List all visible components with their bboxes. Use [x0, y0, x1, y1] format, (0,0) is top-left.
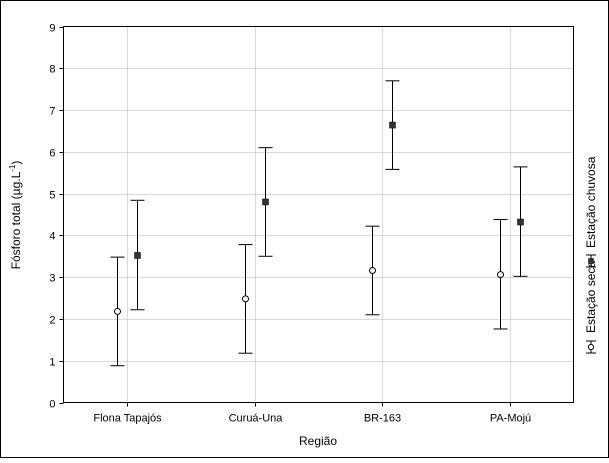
- mean-point-seca: [114, 307, 121, 315]
- y-axis-label-main: Fósforo total (µg.L: [9, 171, 23, 269]
- y-tick-label: 7: [49, 106, 55, 118]
- errorbar-chuvosa: [258, 147, 273, 257]
- errorbar-chuvosa: [513, 166, 528, 277]
- x-axis: Flona Tapajós Curuá-Una BR-163 PA-Mojú: [93, 402, 531, 425]
- x-tick-label: Curuá-Una: [229, 413, 284, 425]
- x-tick-label: PA-Mojú: [490, 413, 531, 425]
- y-tick-label: 0: [49, 399, 55, 411]
- y-tick-label: 4: [49, 231, 55, 243]
- x-tick-label: BR-163: [364, 413, 401, 425]
- legend-item-seca: Estação seca: [584, 261, 598, 354]
- legend-label-seca: Estação seca: [584, 261, 598, 333]
- legend-marker-chuvosa: [586, 254, 596, 268]
- y-axis-label-exponent: -1: [8, 164, 17, 172]
- mean-point-chuvosa: [517, 218, 524, 226]
- x-axis-label: Região: [299, 434, 337, 448]
- plot-area: [63, 26, 574, 403]
- y-tick-label: 3: [49, 273, 55, 285]
- y-tick-label: 9: [49, 23, 55, 35]
- y-tick-label: 1: [49, 357, 55, 369]
- errorbar-seca: [493, 219, 508, 330]
- data-marks: [110, 80, 528, 367]
- mean-point-chuvosa: [262, 198, 269, 206]
- errorbar-chuvosa: [130, 199, 145, 311]
- mean-point-chuvosa: [134, 252, 141, 259]
- y-axis-label: Fósforo total (µg.L-1): [8, 161, 23, 270]
- mean-point-seca: [369, 266, 376, 274]
- y-tick-label: 8: [49, 64, 55, 76]
- y-tick-label: 5: [49, 190, 55, 202]
- grid: [63, 26, 574, 403]
- errorbar-seca: [110, 256, 125, 367]
- errorbar-chuvosa: [385, 80, 400, 170]
- y-axis-label-close: ): [9, 161, 23, 165]
- legend-label-chuvosa: Estação chuvosa: [584, 156, 598, 248]
- y-tick-label: 2: [49, 315, 55, 327]
- mean-point-chuvosa: [389, 121, 396, 129]
- x-tick-label: Flona Tapajós: [93, 413, 162, 425]
- y-axis: 0 1 2 3 4 5 6 7 8 9: [49, 23, 64, 411]
- y-tick-label: 6: [49, 148, 55, 160]
- legend-marker-seca: [586, 340, 596, 354]
- errorbar-seca: [365, 225, 380, 316]
- mean-point-seca: [242, 295, 249, 303]
- mean-point-seca: [497, 271, 504, 279]
- legend: Estação seca Estação chuvosa: [584, 156, 598, 354]
- legend-item-chuvosa: Estação chuvosa: [584, 156, 598, 268]
- errorbar-seca: [238, 244, 253, 354]
